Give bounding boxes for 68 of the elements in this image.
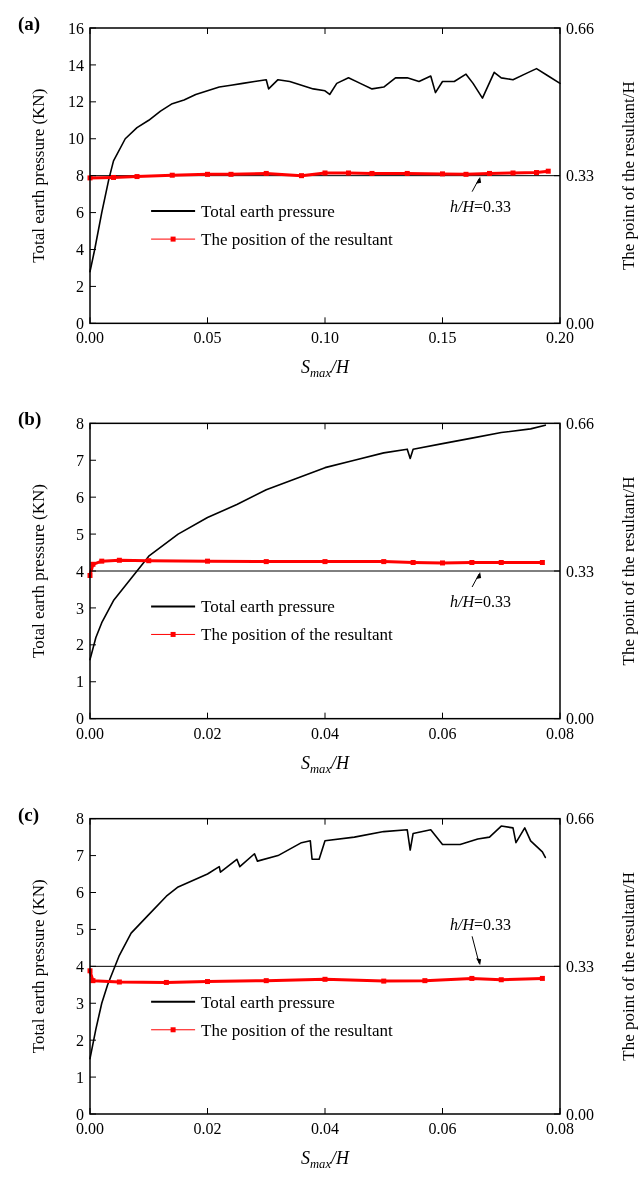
- x-tick-label: 0.02: [193, 1120, 222, 1137]
- x-tick-label: 0.15: [428, 329, 457, 347]
- y-tick-label: 4: [76, 957, 84, 975]
- y-tick-label: 0: [76, 1105, 84, 1123]
- y2-tick-label: 0.33: [566, 562, 594, 580]
- legend-label: The position of the resultant: [201, 1020, 394, 1040]
- y-tick-label: 8: [76, 414, 84, 432]
- y-tick-label: 2: [76, 278, 84, 296]
- x-tick-label: 0.02: [193, 724, 222, 742]
- y-tick-label: 6: [76, 204, 84, 222]
- x-tick-label: 0.10: [311, 329, 339, 347]
- y-tick-label: 1: [76, 673, 84, 691]
- y-tick-label: 5: [76, 921, 84, 939]
- x-axis-title: S$_{max}$/H: [301, 357, 350, 381]
- chart-title: (a): [18, 13, 41, 35]
- y2-axis-title: The point of the resultant/H: [619, 871, 638, 1061]
- y2-tick-label: 0.66: [566, 414, 594, 432]
- y-tick-label: 6: [76, 884, 84, 902]
- y2-tick-label: 0.33: [566, 167, 594, 185]
- y2-tick-label: 0.66: [566, 810, 594, 828]
- y-tick-label: 2: [76, 636, 84, 654]
- ref-line-label: h/H=0.33: [450, 916, 512, 934]
- legend-label: Total earth pressure: [201, 597, 335, 617]
- y-tick-label: 5: [76, 525, 84, 543]
- x-tick-label: 0.06: [428, 724, 457, 742]
- y-axis-title: Total earth pressure (KN): [29, 879, 48, 1054]
- y2-tick-label: 0.33: [566, 957, 594, 975]
- x-axis-title: S$_{max}$/H: [301, 1148, 350, 1171]
- x-tick-label: 0.05: [193, 329, 222, 347]
- x-tick-label: 0.00: [76, 329, 104, 347]
- x-tick-label: 0.08: [546, 1120, 574, 1137]
- x-tick-label: 0.04: [311, 724, 339, 742]
- legend-label: Total earth pressure: [201, 202, 335, 222]
- y-tick-label: 16: [68, 19, 84, 37]
- y-tick-label: 7: [76, 451, 84, 469]
- y-axis-title: Total earth pressure (KN): [29, 484, 48, 658]
- y-tick-label: 0: [76, 314, 84, 332]
- ref-line-label: h/H=0.33: [450, 593, 512, 610]
- y-tick-label: 4: [76, 241, 84, 259]
- y-tick-label: 10: [68, 130, 84, 148]
- y2-tick-label: 0.00: [566, 1105, 594, 1123]
- y2-tick-label: 0.66: [566, 19, 594, 37]
- y-tick-label: 12: [68, 93, 84, 111]
- y2-tick-label: 0.00: [566, 314, 594, 332]
- y-tick-label: 8: [76, 167, 84, 185]
- y-axis-title: Total earth pressure (KN): [29, 88, 48, 263]
- y-tick-label: 2: [76, 1031, 84, 1049]
- y-tick-label: 3: [76, 599, 84, 617]
- x-tick-label: 0.00: [76, 1120, 104, 1137]
- legend-label: The position of the resultant: [201, 230, 394, 250]
- y-tick-label: 1: [76, 1068, 84, 1086]
- y2-axis-title: The point of the resultant/H: [619, 476, 638, 666]
- x-tick-label: 0.20: [546, 329, 574, 347]
- y-tick-label: 6: [76, 488, 84, 506]
- y-tick-label: 14: [68, 56, 84, 74]
- legend-label: The position of the resultant: [201, 625, 394, 645]
- y-tick-label: 3: [76, 994, 84, 1012]
- x-axis-title: S$_{max}$/H: [301, 752, 350, 776]
- y-tick-label: 7: [76, 847, 84, 865]
- y-tick-label: 8: [76, 810, 84, 828]
- chart-title: (c): [18, 803, 40, 826]
- y-tick-label: 4: [76, 562, 84, 580]
- y2-axis-title: The point of the resultant/H: [619, 81, 638, 271]
- x-tick-label: 0.06: [428, 1120, 457, 1137]
- ref-line-label: h/H=0.33: [450, 197, 512, 215]
- x-tick-label: 0.04: [311, 1120, 339, 1137]
- legend-label: Total earth pressure: [201, 992, 335, 1012]
- chart-title: (b): [18, 408, 42, 431]
